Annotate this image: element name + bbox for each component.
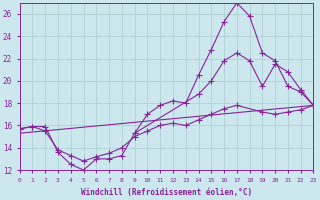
X-axis label: Windchill (Refroidissement éolien,°C): Windchill (Refroidissement éolien,°C): [81, 188, 252, 197]
